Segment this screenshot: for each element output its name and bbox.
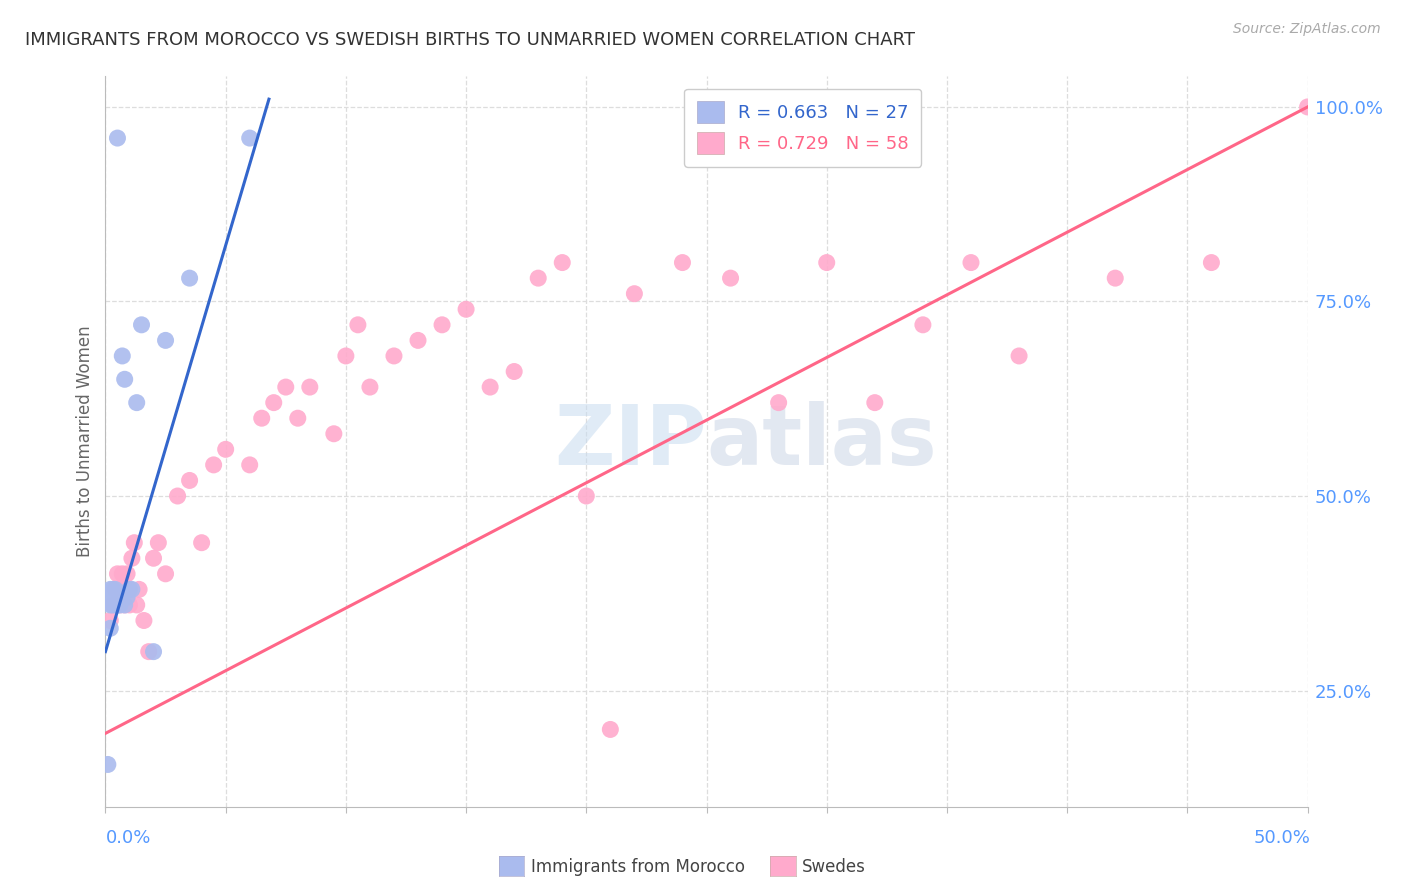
Point [101,598,124,612]
Point [551,255,574,269]
Text: atlas: atlas [707,401,938,482]
Point [101,598,124,612]
Point [125,395,148,409]
Point [142,645,165,659]
Point [97,757,120,772]
Point [115,566,138,581]
Point [406,334,429,348]
Text: IMMIGRANTS FROM MOROCCO VS SWEDISH BIRTHS TO UNMARRIED WOMEN CORRELATION CHART: IMMIGRANTS FROM MOROCCO VS SWEDISH BIRTH… [25,31,915,49]
Point [104,590,127,604]
Point [124,535,146,549]
Point [575,489,598,503]
Point [111,349,134,363]
Point [114,598,136,612]
Point [115,590,138,604]
Point [430,318,453,332]
Point [359,380,381,394]
Point [382,349,405,363]
Point [911,318,934,332]
Point [1104,271,1126,285]
Point [155,566,177,581]
Point [179,271,201,285]
Point [104,582,127,597]
Point [599,723,621,737]
Point [239,458,262,472]
Point [121,551,143,566]
Point [108,598,131,612]
Point [287,411,309,425]
Point [98,582,121,597]
Point [131,318,153,332]
Point [125,598,148,612]
Text: Swedes: Swedes [801,858,865,876]
Point [768,395,790,409]
Point [148,535,170,549]
Point [121,582,143,597]
Point [527,271,550,285]
Point [1201,255,1223,269]
Point [623,286,645,301]
Point [720,271,742,285]
Point [118,582,141,597]
Point [101,590,124,604]
Point [214,442,236,457]
Point [202,458,225,472]
Point [132,614,155,628]
Point [454,302,477,317]
Point [107,590,129,604]
Point [863,395,886,409]
Point [108,582,131,597]
Point [815,255,838,269]
Point [107,131,129,145]
Point [298,380,321,394]
Point [128,582,150,597]
Point [190,535,212,549]
Point [142,551,165,566]
Point [479,380,502,394]
Point [335,349,357,363]
Point [118,598,141,612]
Point [179,474,201,488]
Point [107,598,129,612]
Point [274,380,297,394]
Point [263,395,285,409]
Text: 50.0%: 50.0% [1254,829,1310,847]
Point [239,131,262,145]
Text: 0.0%: 0.0% [105,829,150,847]
Text: ZIP: ZIP [554,401,707,482]
Point [98,598,121,612]
Point [503,364,526,378]
Point [671,255,693,269]
Point [98,621,121,635]
Text: Immigrants from Morocco: Immigrants from Morocco [531,858,745,876]
Point [1008,349,1031,363]
Point [322,426,344,441]
Point [250,411,273,425]
Point [114,582,136,597]
Point [138,645,160,659]
Point [107,566,129,581]
Point [347,318,370,332]
Text: Source: ZipAtlas.com: Source: ZipAtlas.com [1233,22,1381,37]
Point [114,372,136,386]
Y-axis label: Births to Unmarried Women: Births to Unmarried Women [76,326,94,558]
Point [111,566,134,581]
Point [114,598,136,612]
Point [155,334,177,348]
Point [104,582,127,597]
Point [101,582,124,597]
Point [108,598,131,612]
Point [118,582,141,597]
Point [98,614,121,628]
Point [166,489,188,503]
Point [104,598,127,612]
Point [108,590,131,604]
Legend: R = 0.663   N = 27, R = 0.729   N = 58: R = 0.663 N = 27, R = 0.729 N = 58 [683,88,921,167]
Point [960,255,983,269]
Point [1296,100,1319,114]
